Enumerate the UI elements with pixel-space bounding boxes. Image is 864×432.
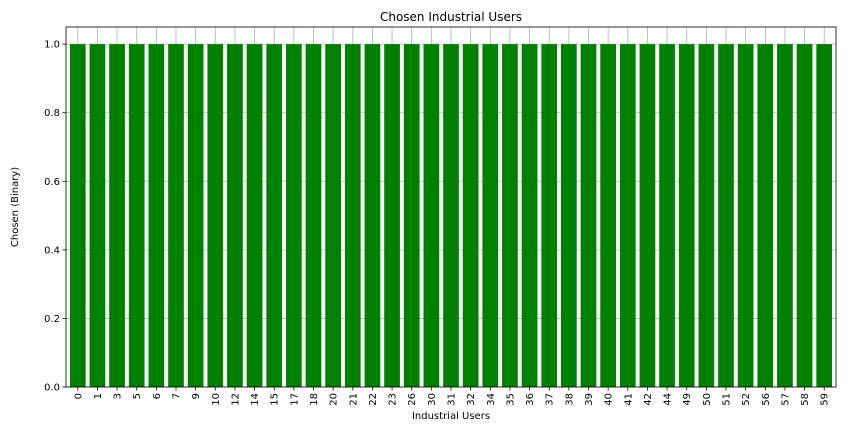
x-tick-label: 41 — [623, 393, 634, 406]
x-tick-label: 58 — [800, 393, 811, 406]
bar-59 — [816, 44, 833, 388]
bar-22 — [364, 44, 381, 388]
y-tick-label: 0.4 — [44, 245, 60, 256]
bar-51 — [718, 44, 734, 388]
bar-10 — [207, 44, 224, 388]
x-tick-label: 49 — [682, 393, 693, 406]
bar-56 — [757, 44, 774, 388]
x-tick-label: 42 — [643, 393, 654, 406]
x-tick-label: 56 — [761, 393, 772, 406]
bar-41 — [619, 44, 636, 388]
y-tick-label: 0.0 — [44, 383, 60, 394]
bar-7 — [168, 44, 184, 388]
x-tick-label: 3 — [113, 393, 124, 399]
chart-title: Chosen Industrial Users — [380, 10, 522, 24]
x-tick-label: 39 — [584, 393, 595, 406]
x-tick-label: 7 — [172, 393, 183, 399]
x-tick-label: 31 — [447, 393, 458, 406]
bar-12 — [227, 44, 243, 388]
y-tick-label: 0.2 — [44, 314, 60, 325]
bar-36 — [521, 44, 538, 388]
x-axis-label: Industrial Users — [412, 411, 490, 422]
bar-5 — [128, 44, 145, 388]
x-tick-label: 15 — [270, 393, 281, 406]
x-tick-label: 59 — [820, 393, 831, 406]
y-tick-label: 1.0 — [44, 40, 60, 51]
bar-18 — [305, 44, 322, 388]
bar-39 — [580, 44, 597, 388]
x-tick-label: 6 — [152, 393, 163, 399]
bar-50 — [698, 44, 715, 388]
bar-42 — [639, 44, 656, 388]
x-tick-label: 9 — [191, 393, 202, 399]
bar-3 — [109, 44, 125, 388]
x-axis-ticks: 0 1 3 5 6 7 9 10 12 14 15 17 18 20 21 22 23 26 30 31 32 34 35 3… — [73, 387, 831, 406]
bar-44 — [659, 44, 675, 388]
bar-26 — [403, 44, 420, 388]
bar-9 — [187, 44, 204, 388]
x-tick-label: 1 — [93, 393, 104, 399]
x-tick-label: 5 — [132, 393, 143, 399]
bar-1 — [89, 44, 106, 388]
x-tick-label: 0 — [73, 393, 84, 399]
x-tick-label: 26 — [407, 393, 418, 406]
x-tick-label: 52 — [741, 393, 752, 406]
x-tick-label: 22 — [368, 393, 379, 406]
y-tick-label: 0.8 — [44, 108, 60, 119]
bar-57 — [777, 44, 793, 388]
x-tick-label: 36 — [525, 393, 536, 406]
x-tick-label: 30 — [427, 393, 438, 406]
bar-31 — [443, 44, 459, 388]
bar-37 — [541, 44, 558, 388]
x-tick-label: 37 — [545, 393, 556, 406]
bar-21 — [344, 44, 361, 388]
bar-32 — [462, 44, 479, 388]
bar-52 — [737, 44, 754, 388]
bar-30 — [423, 44, 440, 388]
bar-17 — [286, 44, 302, 388]
y-axis-ticks: 0.0 0.2 0.4 0.6 0.8 1.0 — [44, 40, 66, 394]
x-tick-label: 35 — [505, 393, 516, 406]
x-tick-label: 51 — [722, 393, 733, 406]
bar-6 — [148, 44, 165, 388]
x-tick-label: 17 — [289, 393, 300, 406]
y-tick-label: 0.6 — [44, 177, 60, 188]
bar-38 — [561, 44, 577, 388]
bar-15 — [266, 44, 283, 388]
x-tick-label: 20 — [329, 393, 340, 406]
x-tick-label: 57 — [780, 393, 791, 406]
bars-layer — [69, 44, 833, 388]
bar-49 — [678, 44, 695, 388]
bar-20 — [325, 44, 341, 388]
bar-40 — [600, 44, 616, 388]
x-tick-label: 18 — [309, 393, 320, 406]
x-tick-label: 50 — [702, 393, 713, 406]
x-tick-label: 12 — [230, 393, 241, 406]
x-tick-label: 14 — [250, 393, 261, 406]
x-tick-label: 40 — [604, 393, 615, 406]
x-tick-label: 38 — [564, 393, 575, 406]
bar-35 — [502, 44, 518, 388]
x-tick-label: 32 — [466, 393, 477, 406]
bar-0 — [69, 44, 86, 388]
bar-23 — [384, 44, 400, 388]
y-axis-label: Chosen (Binary) — [10, 167, 21, 247]
bar-34 — [482, 44, 499, 388]
x-tick-label: 23 — [388, 393, 399, 406]
bar-14 — [246, 44, 263, 388]
x-tick-label: 21 — [348, 393, 359, 406]
x-tick-label: 44 — [663, 393, 674, 406]
bar-58 — [796, 44, 813, 388]
x-tick-label: 34 — [486, 393, 497, 406]
x-tick-label: 10 — [211, 393, 222, 406]
